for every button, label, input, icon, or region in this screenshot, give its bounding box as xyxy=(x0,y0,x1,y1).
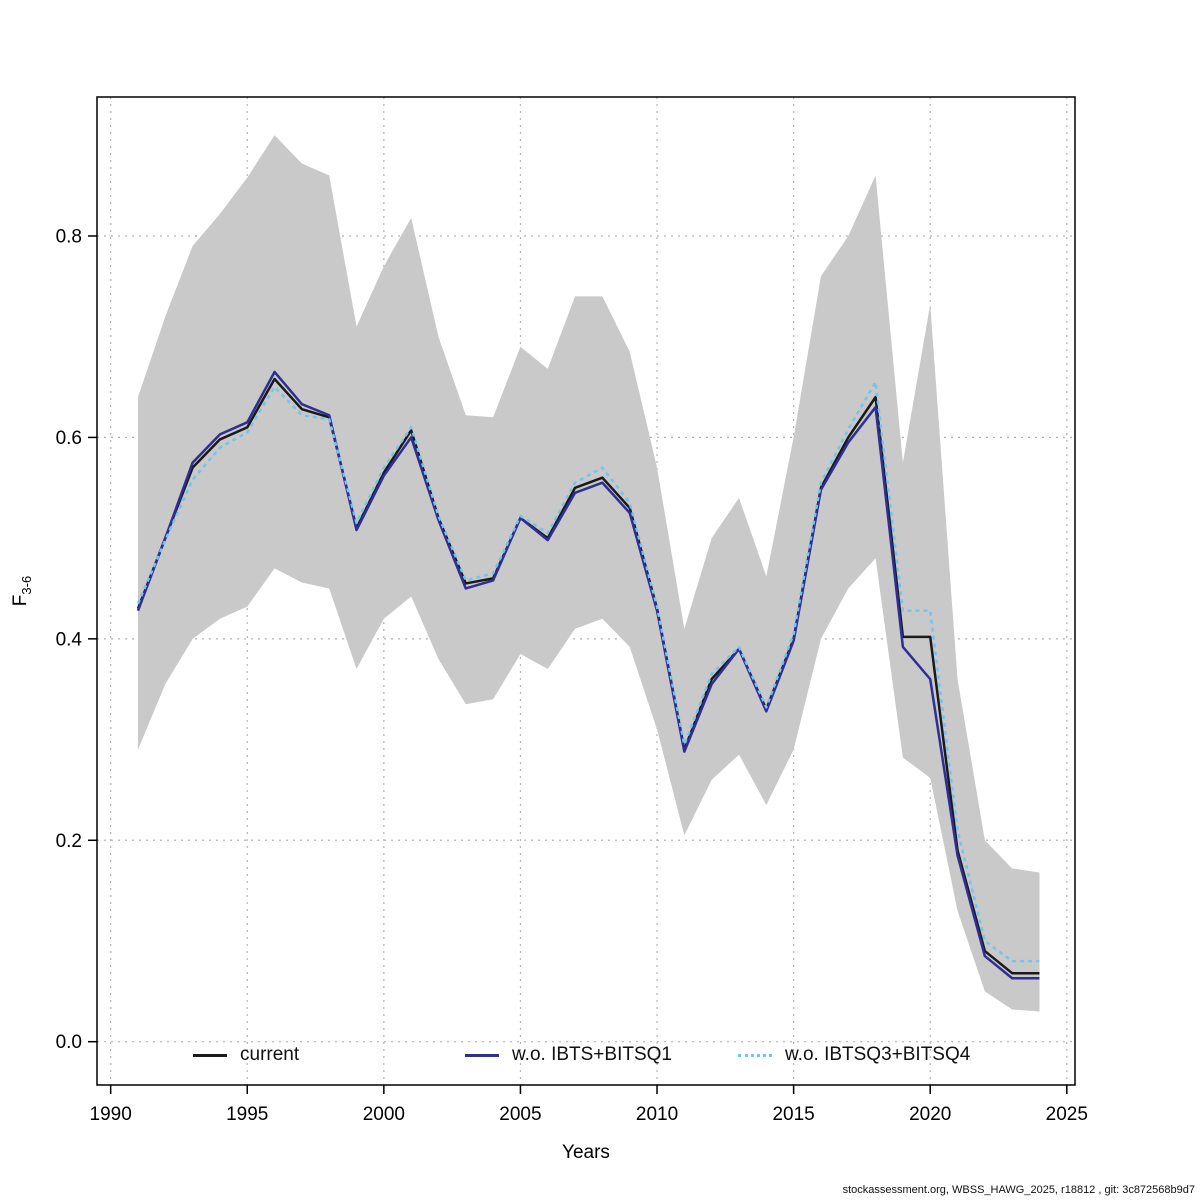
series-line-1 xyxy=(136,370,1040,980)
x-tick-label: 1995 xyxy=(226,1104,268,1125)
legend-label-wo-ibts-bitsq1: w.o. IBTS+BITSQ1 xyxy=(512,1044,672,1065)
legend-label-wo-ibtsq3-bitsq4: w.o. IBTSQ3+BITSQ4 xyxy=(785,1044,971,1065)
y-axis-title-subscript: 3-6 xyxy=(18,575,34,595)
legend-line-sample-wo-ibts-bitsq1 xyxy=(465,1053,499,1057)
x-tick-label: 2000 xyxy=(363,1104,405,1125)
y-tick-label: 0.0 xyxy=(56,1032,82,1053)
y-tick-label: 0.2 xyxy=(56,831,82,852)
footer-caption: stockassessment.org, WBSS_HAWG_2025, r18… xyxy=(842,1184,1195,1196)
legend-item-wo-ibtsq3-bitsq4: w.o. IBTSQ3+BITSQ4 xyxy=(738,1043,970,1067)
legend-line-sample-wo-ibtsq3-bitsq4 xyxy=(738,1053,772,1057)
legend-label-current: current xyxy=(240,1044,300,1065)
y-tick-label: 0.6 xyxy=(56,428,82,449)
x-tick-label: 2010 xyxy=(636,1104,678,1125)
x-tick-label: 2005 xyxy=(499,1104,541,1125)
confidence-band xyxy=(137,135,1040,1012)
series-line-2 xyxy=(136,380,1040,963)
legend-item-current: current xyxy=(193,1043,299,1067)
x-tick-label: 1990 xyxy=(90,1104,132,1125)
y-tick-label: 0.8 xyxy=(56,226,82,247)
legend-item-wo-ibts-bitsq1: w.o. IBTS+BITSQ1 xyxy=(465,1043,672,1067)
y-tick-label: 0.4 xyxy=(56,629,83,650)
x-axis-title: Years xyxy=(562,1142,610,1163)
x-tick-label: 2015 xyxy=(772,1104,814,1125)
x-tick-label: 2020 xyxy=(909,1104,951,1125)
y-axis-title-main: F xyxy=(10,594,32,607)
legend-line-sample-current xyxy=(193,1053,227,1057)
x-tick-label: 2025 xyxy=(1046,1104,1088,1125)
y-axis-title: F3-6 xyxy=(10,576,34,606)
plot-box xyxy=(96,96,1076,1086)
